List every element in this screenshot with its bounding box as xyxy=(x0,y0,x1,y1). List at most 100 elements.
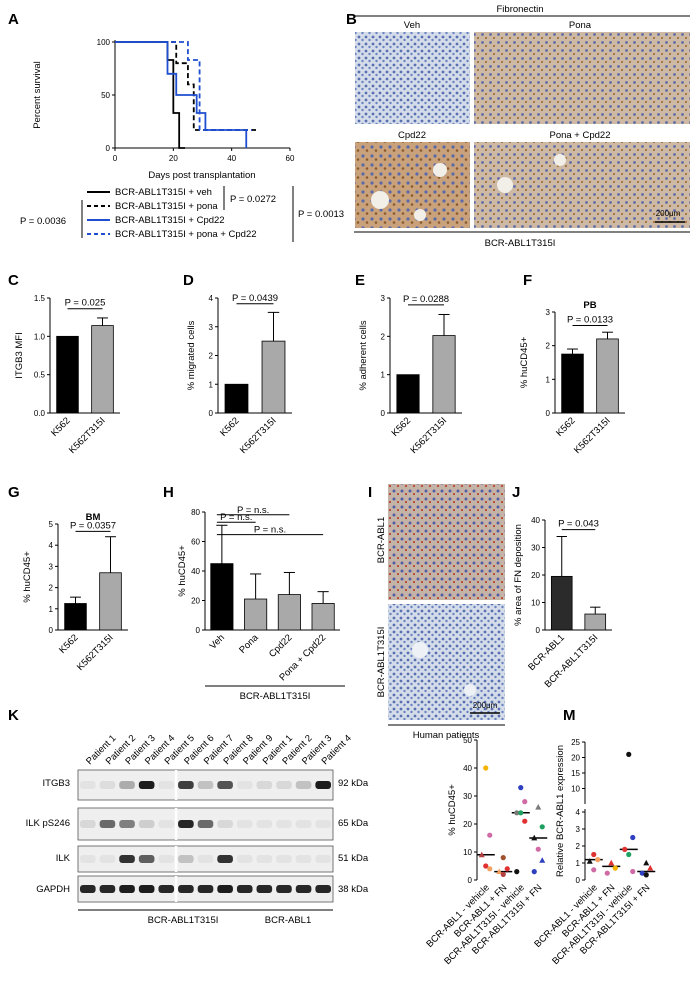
survival-xlabel: Days post transplantation xyxy=(148,170,255,181)
micrograph-veh xyxy=(355,32,470,124)
D-y-tick-label: 4 xyxy=(209,294,214,303)
J-bar-1 xyxy=(584,613,607,631)
H-bar-3 xyxy=(311,603,335,631)
panel-label-h: H xyxy=(163,484,174,501)
micrograph-bcr-abl1 xyxy=(388,484,505,600)
blot-band xyxy=(236,820,253,828)
L-y-tick-label: 30 xyxy=(463,792,472,801)
blot-band xyxy=(158,820,175,828)
L-point xyxy=(483,863,489,869)
panel-a: 0 20 40 60 0 50 100 Percent survival Days post… xyxy=(20,38,344,242)
blot-band xyxy=(80,855,96,863)
L-y-tick-label: 20 xyxy=(463,820,472,829)
D-y-tick-label: 3 xyxy=(209,323,214,332)
blot-strip-0 xyxy=(77,769,334,801)
blot-band xyxy=(119,855,135,863)
panel-label-j: J xyxy=(512,484,520,501)
M-point xyxy=(626,751,632,758)
L-point xyxy=(483,765,489,771)
L-point xyxy=(535,804,542,810)
blot-row-label-itgb3: ITGB3 xyxy=(43,778,70,789)
L-y-tick-label: 50 xyxy=(463,736,472,745)
J-y-label: % area of FN deposition xyxy=(513,524,524,626)
L-y-label: % huCD45+ xyxy=(447,784,458,836)
M-y-tick-label: 3 xyxy=(576,825,581,834)
blot-band xyxy=(197,781,214,789)
C-y-label: ITGB3 MFI xyxy=(14,332,25,378)
panel-label-m: M xyxy=(563,707,576,724)
L-point xyxy=(522,799,528,805)
G-y-tick-label: 4 xyxy=(49,541,54,550)
survival-y-tick-label: 0 xyxy=(106,144,111,153)
C-category-label-1: K562T315I xyxy=(67,415,108,456)
legend-label-cpd22: BCR-ABL1T315I + Cpd22 xyxy=(115,215,225,226)
panel-k-western-blot: ITGB3 ILK pS246 ILK GAPDH 92 kDa 65 kDa … xyxy=(26,733,369,926)
blot-kda-gapdh: 38 kDa xyxy=(338,884,369,895)
J-y-tick-label: 0 xyxy=(536,626,541,635)
legend-label-pona-cpd22: BCR-ABL1T315I + pona + Cpd22 xyxy=(115,229,257,240)
H-bar-1 xyxy=(244,598,268,631)
M-y-tick-label: 4 xyxy=(576,808,581,817)
survival-ylabel: Percent survival xyxy=(32,61,43,129)
M-y-tick-label: 15 xyxy=(571,769,580,778)
blot-band xyxy=(315,820,331,828)
E-y-tick-label: 3 xyxy=(381,294,386,303)
survival-curve-0 xyxy=(115,41,185,149)
panel-b: Fibronectin Veh Pona Cpd22 Pona + Cpd22 … xyxy=(354,4,690,249)
panel-label-b: B xyxy=(346,11,357,28)
H-y-tick-label: 60 xyxy=(191,538,200,547)
M-point xyxy=(626,851,632,858)
F-category-label-1: K562T315I xyxy=(572,415,613,456)
blot-band xyxy=(236,885,253,893)
F-y-tick-label: 3 xyxy=(546,308,551,317)
L-point xyxy=(514,869,520,875)
blot-band xyxy=(295,855,312,863)
blot-group-bcr-abl1: BCR-ABL1 xyxy=(265,915,311,926)
H-y-tick-label: 40 xyxy=(191,567,200,576)
blot-band xyxy=(217,855,233,863)
blot-band xyxy=(138,885,155,893)
C-bar-0 xyxy=(56,335,79,414)
L-point xyxy=(500,871,506,878)
E-y-tick-label: 2 xyxy=(381,332,386,341)
D-bar-0 xyxy=(224,383,249,414)
blot-band xyxy=(256,820,273,828)
H-bar-0 xyxy=(210,563,234,631)
M-point xyxy=(639,870,645,876)
E-bar-1 xyxy=(432,335,456,414)
blot-band xyxy=(158,855,175,863)
panel-label-g: G xyxy=(8,484,20,501)
blot-band xyxy=(315,885,331,893)
blot-band xyxy=(315,855,331,863)
M-y-tick-label: 10 xyxy=(571,785,580,794)
F-title: PB xyxy=(583,300,596,311)
M-y-tick-label: 25 xyxy=(571,738,580,747)
M-point xyxy=(608,859,615,866)
F-bar-1 xyxy=(596,338,619,414)
F-y-tick-label: 1 xyxy=(546,375,551,384)
blot-band xyxy=(276,855,292,863)
blot-band xyxy=(178,781,194,789)
blot-band xyxy=(158,885,175,893)
blot-band xyxy=(295,820,312,828)
M-point xyxy=(630,868,636,875)
micrograph-bcr-abl1-t315i xyxy=(388,604,505,720)
survival-curve-1 xyxy=(115,41,258,131)
blot-group-bcr-abl1-t315i: BCR-ABL1T315I xyxy=(148,915,219,926)
blot-band xyxy=(315,781,331,789)
survival-curve-3 xyxy=(115,41,253,131)
blot-band xyxy=(197,885,214,893)
G-y-tick-label: 3 xyxy=(49,562,54,571)
survival-x-tick-label: 20 xyxy=(169,154,178,163)
M-point xyxy=(622,846,628,853)
p-value-3: P = 0.0036 xyxy=(20,216,66,227)
E-bar-0 xyxy=(396,374,420,414)
blot-band xyxy=(276,820,292,828)
L-point xyxy=(487,832,493,838)
D-y-label: % migrated cells xyxy=(186,320,197,390)
L-point xyxy=(518,810,524,816)
panel-m-chart: 0 1 2 3 4 10 15 20 25 Relative BCR-ABL1 expressio… xyxy=(532,738,656,967)
